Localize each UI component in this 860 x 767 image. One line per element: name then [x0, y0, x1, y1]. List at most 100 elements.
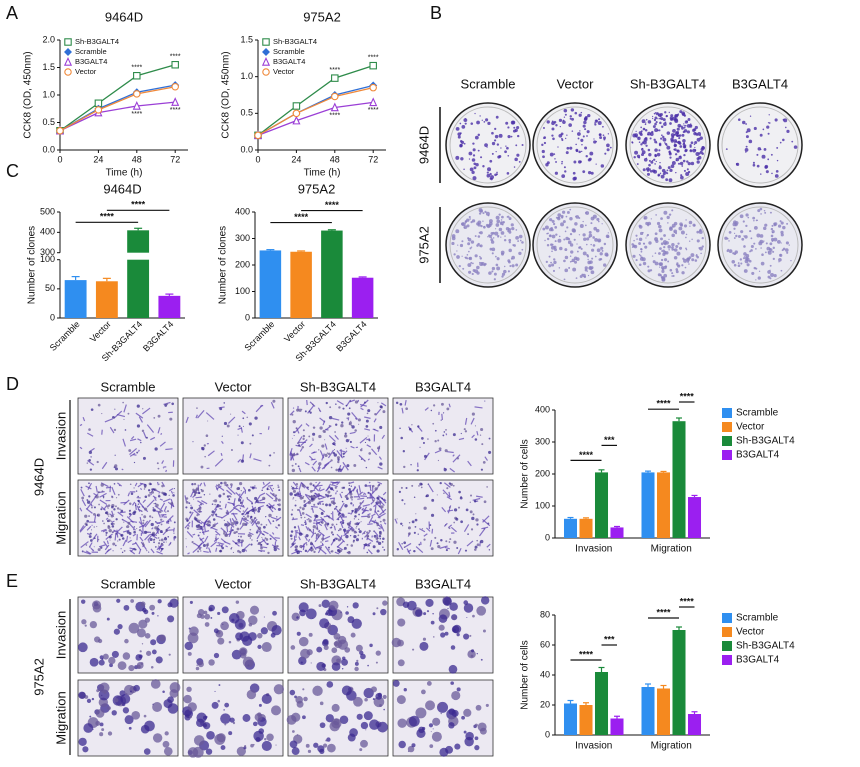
cell-strand — [380, 523, 385, 532]
cell — [88, 515, 90, 518]
cell-strand — [220, 527, 228, 534]
colony — [598, 118, 601, 121]
cell — [363, 711, 373, 721]
cell — [85, 523, 88, 527]
cell — [479, 727, 487, 735]
cell — [196, 407, 198, 409]
cell — [483, 528, 485, 530]
cell — [163, 746, 173, 756]
cell-strand — [225, 545, 228, 548]
cell — [218, 494, 222, 498]
colony — [673, 148, 676, 151]
cell — [378, 530, 382, 534]
colony — [651, 255, 654, 257]
cell — [313, 503, 316, 506]
cell — [114, 467, 119, 471]
cell — [302, 429, 305, 432]
cell — [379, 462, 383, 466]
colony — [515, 235, 519, 240]
cell-strand — [305, 513, 312, 519]
cell — [277, 507, 281, 511]
cell — [333, 632, 341, 640]
cell — [357, 506, 362, 510]
colony — [632, 133, 637, 138]
colony — [753, 220, 755, 222]
cell — [380, 505, 384, 509]
colony — [596, 248, 601, 253]
colony — [594, 123, 597, 126]
colony — [502, 223, 504, 226]
cell-strand — [248, 531, 254, 536]
colony — [745, 224, 748, 228]
cell — [446, 407, 450, 411]
colony — [744, 147, 749, 152]
colony — [507, 154, 510, 157]
colony — [670, 164, 675, 169]
colony — [555, 161, 557, 163]
cell — [164, 731, 169, 736]
cell-strand — [242, 519, 249, 525]
cell-strand — [137, 438, 142, 442]
cell — [331, 647, 338, 654]
cell — [366, 497, 369, 499]
colony — [474, 135, 479, 140]
cell-strand — [332, 481, 341, 484]
cell — [138, 506, 141, 508]
cell-strand — [142, 407, 151, 415]
y-tick-label: 400 — [40, 227, 55, 237]
colony — [645, 122, 647, 124]
cell — [456, 547, 459, 549]
cell-strand — [232, 498, 236, 506]
series-line — [59, 101, 176, 132]
cell — [452, 484, 455, 487]
cell — [262, 533, 264, 536]
cell — [130, 599, 135, 603]
cell-strand — [361, 507, 365, 511]
cell — [252, 721, 258, 727]
cell — [318, 434, 322, 439]
significance: **** — [579, 649, 594, 659]
cell-strand — [481, 526, 489, 530]
cell — [328, 549, 330, 551]
cell — [142, 543, 145, 547]
cell-strand — [441, 413, 443, 421]
colony — [654, 148, 658, 152]
cell — [93, 506, 96, 509]
colony — [687, 118, 691, 121]
colony — [563, 259, 566, 263]
cell — [129, 509, 131, 512]
cell — [419, 482, 423, 486]
column-header: Scramble — [461, 76, 516, 91]
cell-strand — [273, 500, 277, 502]
cell-strand — [219, 507, 223, 510]
cell — [103, 497, 105, 499]
cell — [297, 465, 300, 468]
cell — [200, 496, 202, 498]
cell-strand — [374, 510, 381, 519]
cell — [329, 494, 332, 497]
cell — [382, 600, 388, 606]
cell-strand — [298, 536, 301, 541]
cell — [421, 437, 424, 440]
cell — [440, 712, 442, 715]
cell — [277, 484, 279, 486]
cell — [88, 535, 92, 538]
cell-strand — [449, 467, 456, 473]
cell — [260, 523, 263, 526]
colony — [763, 210, 766, 212]
cell-strand — [350, 445, 355, 449]
colony — [587, 113, 591, 118]
cell — [419, 446, 421, 448]
cell-strand — [394, 518, 398, 524]
colony — [517, 240, 520, 242]
cell-strand — [100, 528, 107, 532]
cell — [289, 492, 293, 496]
colony — [572, 267, 577, 272]
column-header: B3GALT4 — [732, 76, 788, 91]
cell — [299, 609, 306, 617]
colony — [606, 235, 610, 239]
cell — [476, 543, 480, 547]
legend-label: Scramble — [273, 47, 305, 56]
y-axis-label: Number of clones — [218, 226, 229, 304]
cell-strand — [117, 482, 122, 487]
